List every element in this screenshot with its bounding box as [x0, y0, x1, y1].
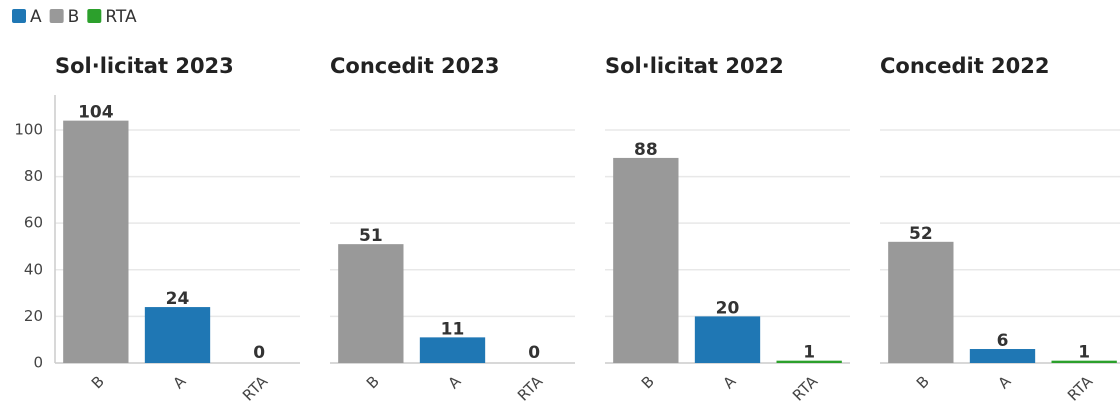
legend-swatch	[87, 9, 102, 23]
bar	[419, 337, 486, 363]
x-tick-label: A	[445, 372, 466, 393]
bar	[969, 349, 1036, 363]
value-label: 20	[716, 298, 740, 318]
bar	[338, 244, 404, 363]
y-tick-label: 100	[14, 120, 43, 138]
value-label: 0	[528, 343, 540, 363]
value-label: 6	[997, 331, 1009, 351]
bar	[1051, 360, 1117, 363]
y-tick-label: 0	[33, 354, 43, 372]
value-label: 104	[78, 103, 114, 123]
value-label: 0	[253, 343, 265, 363]
bar	[776, 360, 842, 363]
y-tick-label: 20	[24, 307, 43, 325]
x-tick-label: B	[363, 372, 383, 392]
legend-label: RTA	[105, 7, 137, 27]
x-tick-label: A	[995, 372, 1016, 393]
value-label: 24	[166, 289, 190, 309]
bar	[144, 307, 211, 363]
bar	[613, 157, 679, 363]
value-label: 11	[441, 319, 465, 339]
chart-title: Sol·licitat 2023	[55, 54, 234, 78]
value-label: 51	[359, 226, 383, 246]
bar	[63, 120, 129, 363]
x-tick-label: RTA	[514, 372, 547, 405]
bar	[888, 241, 954, 363]
x-tick-label: B	[913, 372, 933, 392]
value-label: 88	[634, 140, 658, 160]
value-label: 52	[909, 224, 933, 244]
y-tick-label: 60	[24, 214, 43, 232]
y-tick-label: 80	[24, 167, 43, 185]
legend-swatch	[12, 9, 26, 23]
legend-label: A	[30, 7, 42, 27]
x-tick-label: A	[720, 372, 741, 393]
x-tick-label: B	[88, 372, 108, 392]
bar	[694, 316, 761, 363]
x-tick-label: B	[638, 372, 658, 392]
x-tick-label: RTA	[1064, 372, 1097, 405]
legend-label: B	[68, 7, 80, 27]
y-tick-label: 40	[24, 260, 43, 278]
value-label: 1	[803, 343, 815, 363]
x-tick-label: RTA	[789, 372, 822, 405]
legend-swatch	[49, 9, 64, 23]
chart-title: Sol·licitat 2022	[605, 54, 784, 78]
x-tick-label: A	[170, 372, 191, 393]
value-label: 1	[1078, 343, 1090, 363]
chart-title: Concedit 2022	[880, 54, 1050, 78]
x-tick-label: RTA	[239, 372, 272, 405]
chart-title: Concedit 2023	[330, 54, 500, 78]
